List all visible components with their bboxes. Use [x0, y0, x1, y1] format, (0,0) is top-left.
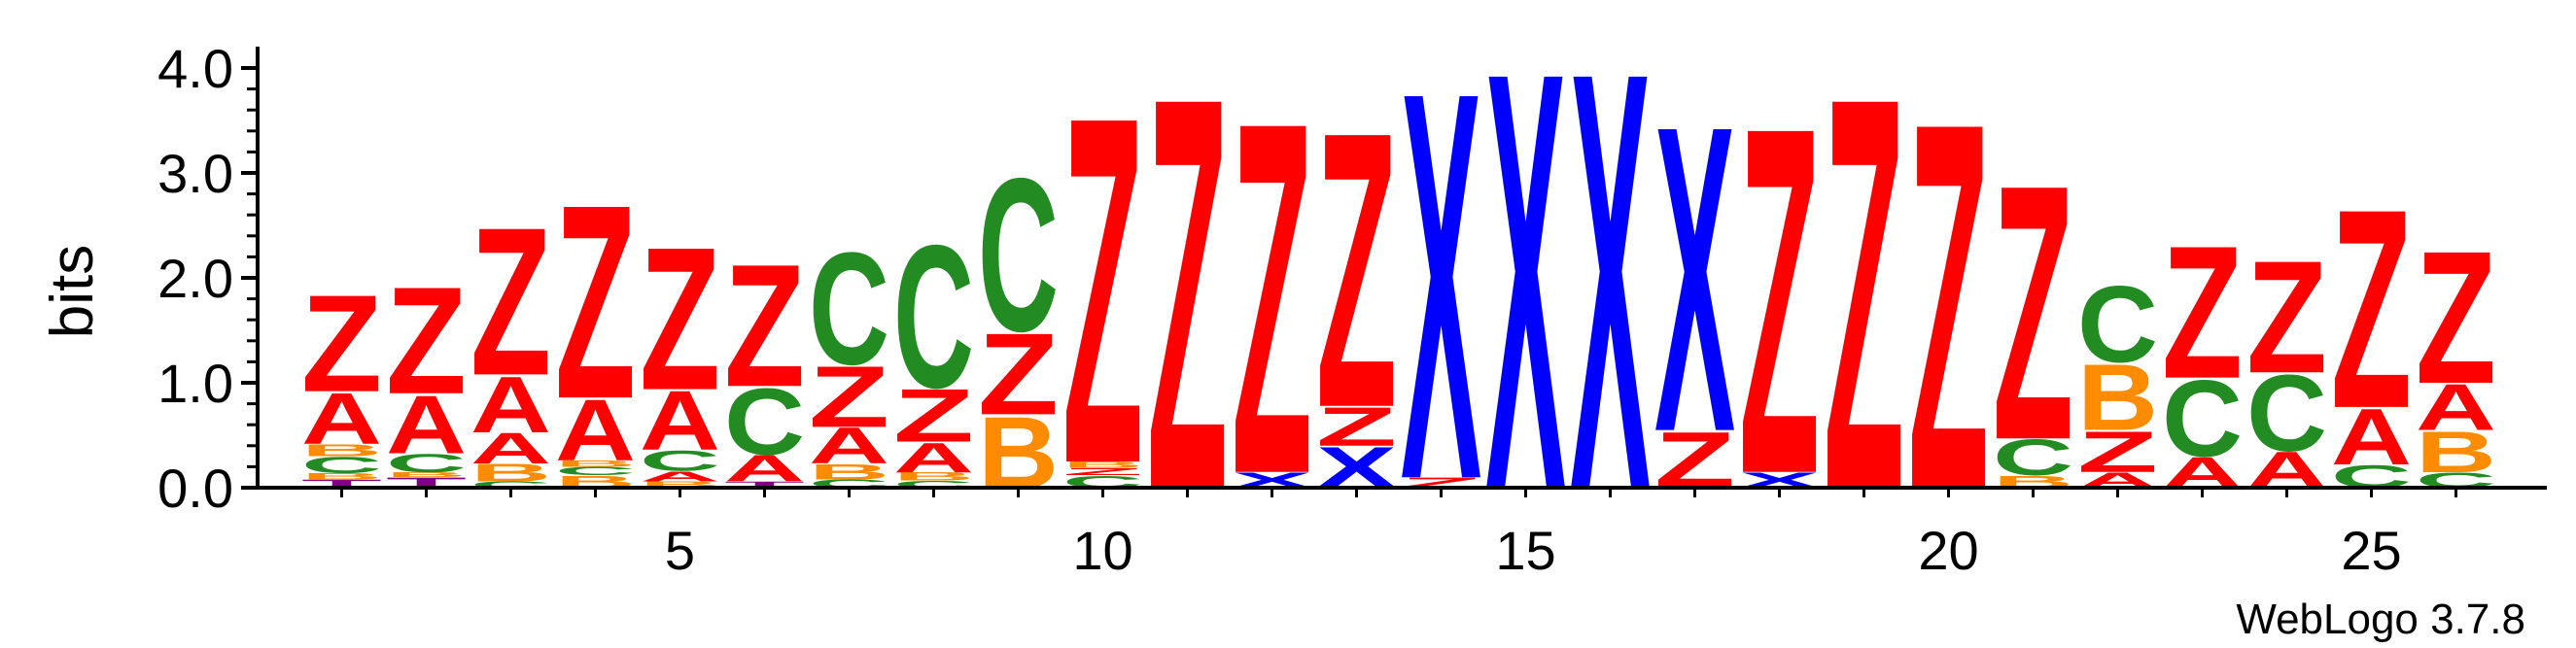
logo-letter-c: C [809, 220, 889, 399]
logo-column-5: BACAZ [640, 206, 720, 490]
logo-letter-z: Z [724, 228, 805, 424]
x-tick-label: 5 [665, 520, 695, 581]
y-tick-label: 1.0 [157, 353, 233, 414]
logo-column-25: CAZ [2331, 152, 2412, 495]
logo-column-23: ACZ [2162, 206, 2243, 497]
logo-column-14: ZX [1401, 0, 1482, 596]
logo-letter-c: C [2077, 263, 2158, 386]
x-tick-label: 15 [1495, 520, 1555, 581]
credit-text: WebLogo 3.7.8 [2236, 596, 2525, 643]
logo-letter-z: Z [2416, 212, 2496, 424]
logo-column-9: BZC [978, 132, 1059, 510]
logo-letter-z: Z [1147, 0, 1228, 607]
logo-letter-z: Z [2162, 206, 2243, 418]
logo-column-19: Z [1824, 0, 1904, 607]
logo-letter-z: Z [1908, 15, 1989, 599]
logo-letter-z: Z [1824, 0, 1904, 607]
logo-letter-z: Z [1993, 109, 2073, 516]
letter-stacks: TBCBAZTBCAZCBAAZBCBAZBACAZTACZCBAZCCBAZC… [301, 0, 2496, 616]
x-tick-label: 25 [2341, 520, 2401, 581]
y-ticks: 0.0 1.0 2.0 3.0 4.0 [157, 38, 258, 519]
logo-letter-z: Z [386, 256, 467, 426]
logo-column-21: BCZ [1993, 109, 2073, 516]
logo-letter-c: C [978, 132, 1059, 377]
logo-letter-x: X [1654, 34, 1736, 523]
logo-letter-x: X [1401, 0, 1482, 596]
logo-letter-z: Z [2246, 228, 2327, 408]
logo-letter-z: Z [555, 149, 636, 458]
x-ticks: 5 10 15 20 25 [342, 488, 2456, 581]
y-tick-label: 4.0 [157, 38, 233, 99]
y-axis-label: bits [39, 245, 106, 338]
logo-column-13: XZZ [1316, 51, 1397, 500]
logo-letter-z: Z [2331, 152, 2412, 468]
logo-letter-z: Z [1062, 14, 1143, 567]
logo-letter-z: Z [301, 266, 382, 422]
logo-column-17: ZX [1654, 34, 1736, 523]
x-tick-label: 20 [1918, 520, 1978, 581]
logo-letter-z: Z [1316, 51, 1397, 491]
logo-letter-z: Z [640, 206, 720, 433]
logo-column-11: Z [1147, 0, 1228, 607]
logo-column-16: X [1570, 0, 1652, 616]
logo-letter-z: Z [470, 185, 551, 420]
y-tick-label: 2.0 [157, 248, 233, 309]
logo-column-20: Z [1908, 15, 1989, 599]
y-tick-label: 3.0 [157, 143, 233, 204]
x-tick-label: 10 [1072, 520, 1132, 581]
y-tick-label: 0.0 [157, 458, 233, 519]
logo-letter-x: X [1570, 0, 1652, 616]
logo-letter-c: C [893, 203, 974, 430]
logo-column-24: ACZ [2246, 228, 2327, 498]
